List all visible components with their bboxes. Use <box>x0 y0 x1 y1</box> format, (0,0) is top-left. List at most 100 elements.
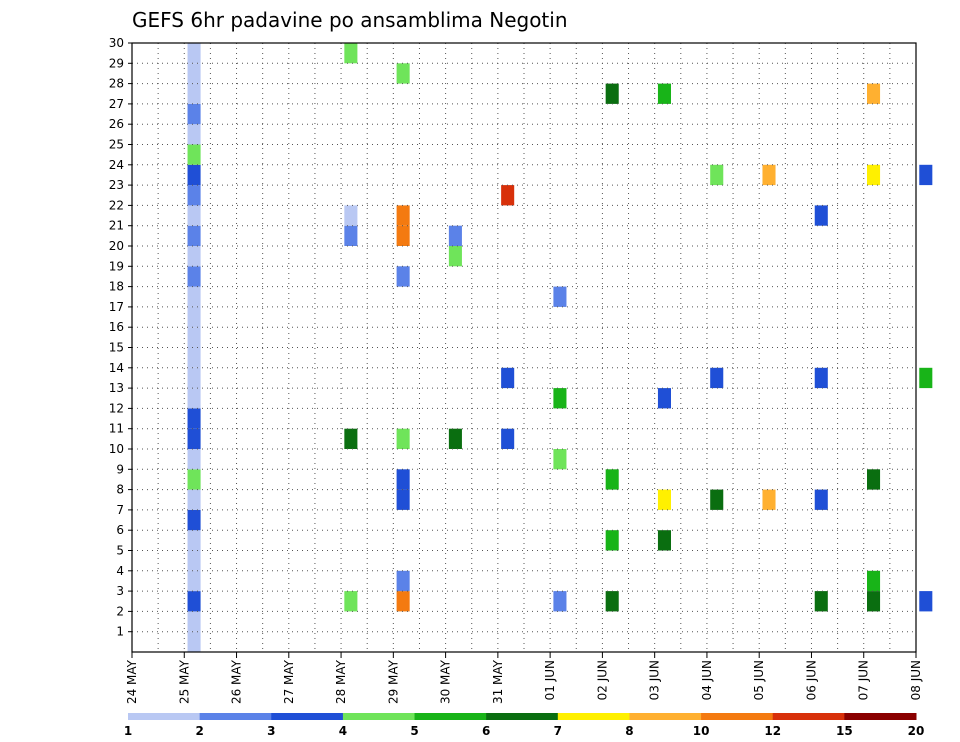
heatmap-cell <box>187 570 201 592</box>
colorbar-label: 5 <box>410 724 418 738</box>
heatmap-cell <box>605 591 619 612</box>
y-tick-label: 27 <box>109 97 124 111</box>
heatmap-cell <box>344 225 358 246</box>
colorbar-segment <box>629 713 702 720</box>
heatmap-cell <box>867 570 881 592</box>
heatmap-cell <box>867 469 881 490</box>
colorbar-label: 12 <box>764 724 781 738</box>
heatmap-cell <box>814 367 828 389</box>
heatmap-cell <box>710 164 724 186</box>
x-tick-label: 29 MAY <box>386 659 400 704</box>
y-tick-label: 18 <box>109 280 124 294</box>
heatmap-cells <box>187 43 933 652</box>
y-tick-label: 10 <box>109 442 124 456</box>
heatmap-cell <box>501 367 515 389</box>
heatmap-cell <box>814 489 828 510</box>
heatmap-cell <box>187 388 201 409</box>
heatmap-cell <box>344 43 358 64</box>
heatmap-cell <box>187 286 201 307</box>
heatmap-cell <box>344 428 358 449</box>
heatmap-cell <box>814 591 828 612</box>
heatmap-cell <box>396 205 410 226</box>
colorbar-label: 2 <box>195 724 203 738</box>
heatmap-cell <box>762 489 776 510</box>
heatmap-cell <box>553 591 567 612</box>
x-axis: 24 MAY 25 MAY 26 MAY 27 MAY 28 MAY 29 MAY 30 M… <box>125 652 923 704</box>
heatmap-cell <box>657 530 671 551</box>
colorbar-label: 4 <box>339 724 347 738</box>
colorbar-label: 6 <box>482 724 490 738</box>
heatmap-cell <box>344 205 358 226</box>
heatmap-cell <box>187 367 201 389</box>
heatmap-cell <box>187 43 201 64</box>
colorbar-label: 8 <box>625 724 633 738</box>
heatmap-cell <box>187 185 201 206</box>
heatmap-cell <box>187 327 201 348</box>
chart-title: GEFS 6hr padavine po ansamblima Negotin <box>132 8 568 32</box>
heatmap-cell <box>657 489 671 510</box>
y-tick-label: 16 <box>109 320 124 334</box>
colorbar-segment <box>844 713 917 720</box>
heatmap-cell <box>396 428 410 449</box>
heatmap-cell <box>867 83 881 104</box>
y-tick-label: 20 <box>109 239 124 253</box>
colorbar-segment <box>486 713 559 720</box>
colorbar-segment <box>271 713 344 720</box>
heatmap-cell <box>187 469 201 490</box>
x-tick-label: 06 JUN <box>804 660 818 700</box>
heatmap-cell <box>657 388 671 409</box>
y-tick-label: 30 <box>109 36 124 50</box>
y-tick-label: 12 <box>109 401 124 415</box>
y-tick-label: 13 <box>109 381 124 395</box>
x-tick-label: 27 MAY <box>282 659 296 704</box>
y-tick-label: 25 <box>109 138 124 152</box>
heatmap-cell <box>396 570 410 592</box>
heatmap-cell <box>187 509 201 531</box>
heatmap-cell <box>867 164 881 186</box>
colorbar-legend: 1 2 3 4 5 6 7 8 10 12 15 20 <box>124 713 925 738</box>
heatmap-cell <box>605 83 619 104</box>
colorbar-label: 1 <box>124 724 132 738</box>
plot-frame <box>131 42 917 653</box>
heatmap-cell <box>553 388 567 409</box>
colorbar-segment <box>199 713 272 720</box>
heatmap-cell <box>187 266 201 287</box>
y-tick-label: 6 <box>116 523 124 537</box>
colorbar-segment <box>557 713 630 720</box>
heatmap-cell <box>605 469 619 490</box>
y-tick-label: 15 <box>109 341 124 355</box>
heatmap-cell <box>187 550 201 571</box>
heatmap-cell <box>710 367 724 389</box>
y-tick-label: 4 <box>116 564 124 578</box>
x-tick-label: 31 MAY <box>491 659 505 704</box>
heatmap-cell <box>710 489 724 510</box>
heatmap-cell <box>448 225 462 246</box>
y-tick-label: 8 <box>116 483 124 497</box>
heatmap-cell <box>605 530 619 551</box>
heatmap-cell <box>501 185 515 206</box>
colorbar-label: 15 <box>836 724 853 738</box>
heatmap-cell <box>187 428 201 449</box>
colorbar-segment <box>414 713 487 720</box>
heatmap-cell <box>919 591 933 612</box>
colorbar-label: 7 <box>554 724 562 738</box>
x-tick-label: 04 JUN <box>700 660 714 700</box>
colorbar-label: 20 <box>908 724 925 738</box>
heatmap-cell <box>553 286 567 307</box>
y-tick-label: 24 <box>109 158 124 172</box>
heatmap-cell <box>187 408 201 429</box>
heatmap-cell <box>187 449 201 470</box>
heatmap-cell <box>187 347 201 368</box>
y-tick-label: 1 <box>116 625 124 639</box>
y-tick-label: 23 <box>109 178 124 192</box>
heatmap-cell <box>187 591 201 612</box>
y-tick-label: 28 <box>109 77 124 91</box>
y-tick-label: 2 <box>116 604 124 618</box>
colorbar-label: 10 <box>693 724 710 738</box>
heatmap-cell <box>187 225 201 246</box>
heatmap-cell <box>187 611 201 632</box>
x-tick-label: 05 JUN <box>752 660 766 700</box>
y-tick-label: 19 <box>109 259 124 273</box>
y-tick-label: 3 <box>116 584 124 598</box>
